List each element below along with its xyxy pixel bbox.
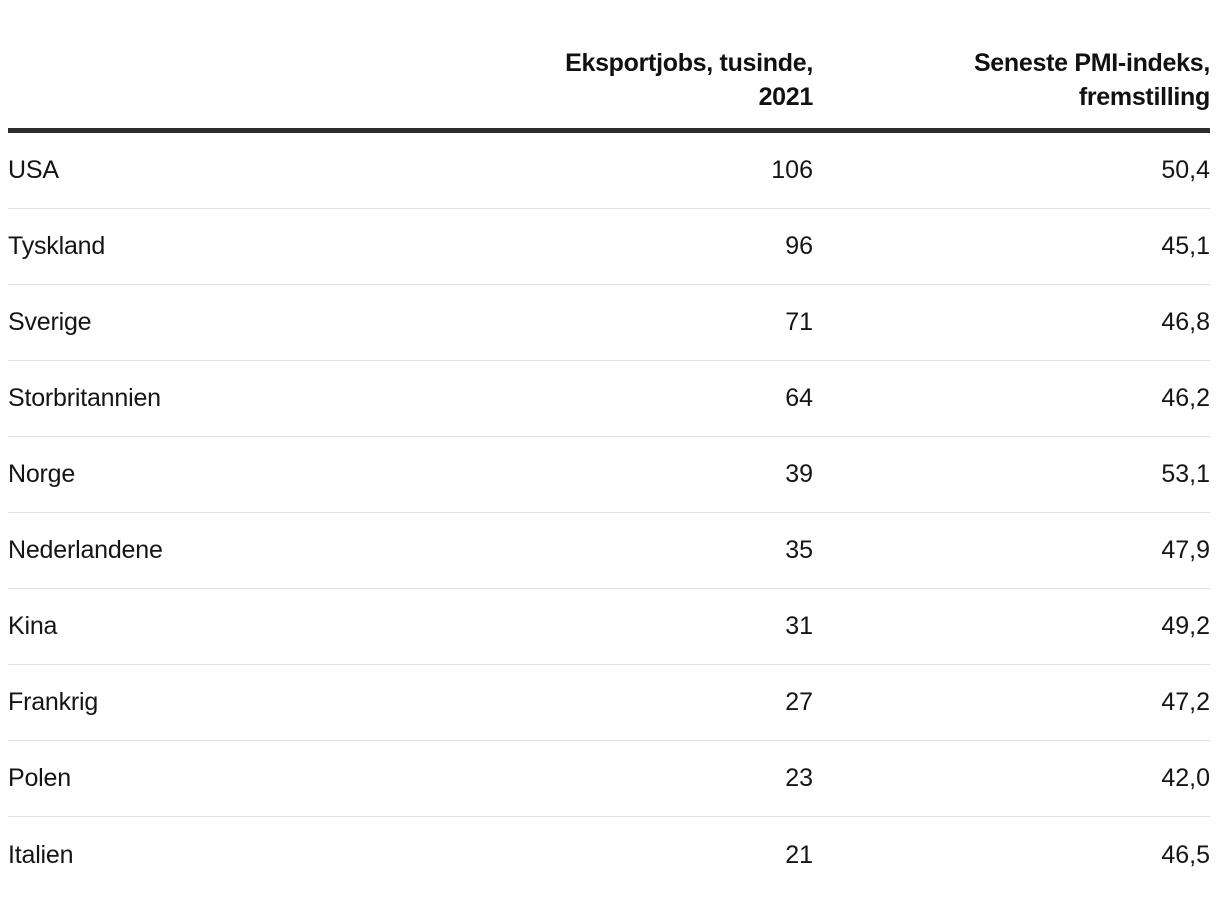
export-jobs-value: 64 xyxy=(785,384,813,412)
export-jobs-value: 96 xyxy=(785,232,813,260)
pmi-column-header: Seneste PMI-indeks, fremstilling xyxy=(813,46,1210,114)
table-row: Italien 21 46,5 xyxy=(8,817,1210,893)
export-jobs-value: 71 xyxy=(785,308,813,336)
pmi-header-line2: fremstilling xyxy=(1078,83,1210,111)
table-row: Storbritannien 64 46,2 xyxy=(8,361,1210,437)
country-label: Kina xyxy=(8,612,58,640)
table-row: Polen 23 42,0 xyxy=(8,741,1210,817)
pmi-value: 46,5 xyxy=(1161,840,1210,869)
header-rule xyxy=(8,128,1210,133)
country-label: Nederlandene xyxy=(8,536,163,564)
country-label: Norge xyxy=(8,460,76,488)
country-label: Storbritannien xyxy=(8,384,161,412)
pmi-header-line1: Seneste PMI-indeks, xyxy=(973,49,1210,77)
pmi-value: 53,1 xyxy=(1161,460,1210,488)
export-jobs-value: 21 xyxy=(785,840,813,869)
export-jobs-value: 27 xyxy=(785,688,813,716)
pmi-value: 49,2 xyxy=(1161,612,1210,640)
pmi-value: 42,0 xyxy=(1161,764,1210,792)
pmi-value: 45,1 xyxy=(1161,232,1210,260)
export-jobs-value: 106 xyxy=(771,156,813,184)
table-body: USA 106 50,4 Tyskland 96 45,1 Sverige 71… xyxy=(8,133,1210,893)
export-jobs-header-label: Eksportjobs, tusinde, 2021 xyxy=(565,49,813,111)
table-row: Nederlandene 35 47,9 xyxy=(8,513,1210,589)
country-label: Tyskland xyxy=(8,232,106,260)
country-label: Sverige xyxy=(8,308,92,336)
country-label: USA xyxy=(8,156,59,184)
table-row: USA 106 50,4 xyxy=(8,133,1210,209)
table-row: Tyskland 96 45,1 xyxy=(8,209,1210,285)
export-jobs-value: 23 xyxy=(785,764,813,792)
pmi-value: 46,8 xyxy=(1161,308,1210,336)
table-row: Frankrig 27 47,2 xyxy=(8,665,1210,741)
table-row: Norge 39 53,1 xyxy=(8,437,1210,513)
pmi-value: 50,4 xyxy=(1161,156,1210,184)
export-jobs-value: 31 xyxy=(785,612,813,640)
table-row: Kina 31 49,2 xyxy=(8,589,1210,665)
pmi-value: 47,9 xyxy=(1161,536,1210,564)
export-jobs-value: 39 xyxy=(785,460,813,488)
country-label: Frankrig xyxy=(8,688,99,716)
table-row: Sverige 71 46,8 xyxy=(8,285,1210,361)
country-label: Polen xyxy=(8,764,71,792)
pmi-value: 47,2 xyxy=(1161,688,1210,716)
pmi-value: 46,2 xyxy=(1161,384,1210,412)
country-label: Italien xyxy=(8,840,74,869)
export-jobs-value: 35 xyxy=(785,536,813,564)
export-jobs-column-header: Eksportjobs, tusinde, 2021 xyxy=(513,46,813,114)
table-header: Eksportjobs, tusinde, 2021 Seneste PMI-i… xyxy=(8,0,1210,128)
